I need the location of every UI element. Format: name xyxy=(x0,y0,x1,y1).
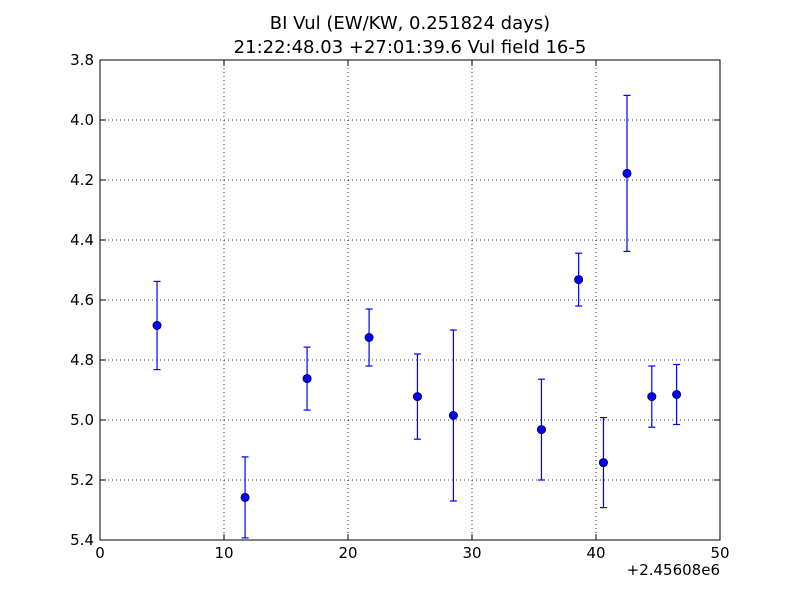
data-series xyxy=(152,94,682,539)
data-point xyxy=(364,332,374,342)
data-point-group xyxy=(622,94,632,252)
data-point-group xyxy=(672,363,682,426)
y-tick-label: 5.0 xyxy=(70,411,94,429)
data-point-group xyxy=(152,280,162,371)
y-tick-label: 5.4 xyxy=(70,531,94,549)
data-point xyxy=(302,374,312,384)
data-point xyxy=(240,492,250,502)
data-point xyxy=(598,458,608,468)
data-point-group xyxy=(598,417,608,509)
data-point-group xyxy=(302,346,312,411)
data-point-group xyxy=(412,353,422,440)
data-point-group xyxy=(536,378,546,481)
data-point-group xyxy=(647,365,657,428)
x-tick-label: 10 xyxy=(214,544,233,562)
data-point-group xyxy=(240,456,250,539)
data-point xyxy=(536,425,546,435)
data-point xyxy=(448,410,458,420)
axis-ticks: 0 10 20 30 40 50 3.8 4.0 4.2 4.4 4.6 4.8 5.0 5.2 5.4 xyxy=(70,51,729,562)
data-point-group xyxy=(448,329,458,502)
y-tick-label: 4.6 xyxy=(70,291,94,309)
y-tick-label: 4.2 xyxy=(70,171,94,189)
x-offset-label: +2.45608e6 xyxy=(627,561,720,579)
chart-title-line1: BI Vul (EW/KW, 0.251824 days) xyxy=(270,13,550,34)
data-point xyxy=(412,392,422,402)
data-point xyxy=(622,168,632,178)
x-tick-label: 50 xyxy=(710,544,729,562)
plot-frame xyxy=(99,59,721,541)
x-tick-label: 0 xyxy=(95,544,105,562)
x-tick-label: 30 xyxy=(462,544,481,562)
y-tick-label: 4.4 xyxy=(70,231,94,249)
x-tick-label: 20 xyxy=(338,544,357,562)
y-tick-label: 4.8 xyxy=(70,351,94,369)
data-point xyxy=(672,389,682,399)
data-point xyxy=(152,320,162,330)
data-point xyxy=(647,392,657,402)
chart-title-line2: 21:22:48.03 +27:01:39.6 Vul field 16-5 xyxy=(234,37,587,58)
y-tick-label: 4.0 xyxy=(70,111,94,129)
x-tick-label: 40 xyxy=(586,544,605,562)
data-point-group xyxy=(364,308,374,367)
y-tick-label: 5.2 xyxy=(70,471,94,489)
y-tick-label: 3.8 xyxy=(70,51,94,69)
data-point-group xyxy=(574,252,584,307)
grid xyxy=(100,60,720,540)
data-point xyxy=(574,275,584,285)
